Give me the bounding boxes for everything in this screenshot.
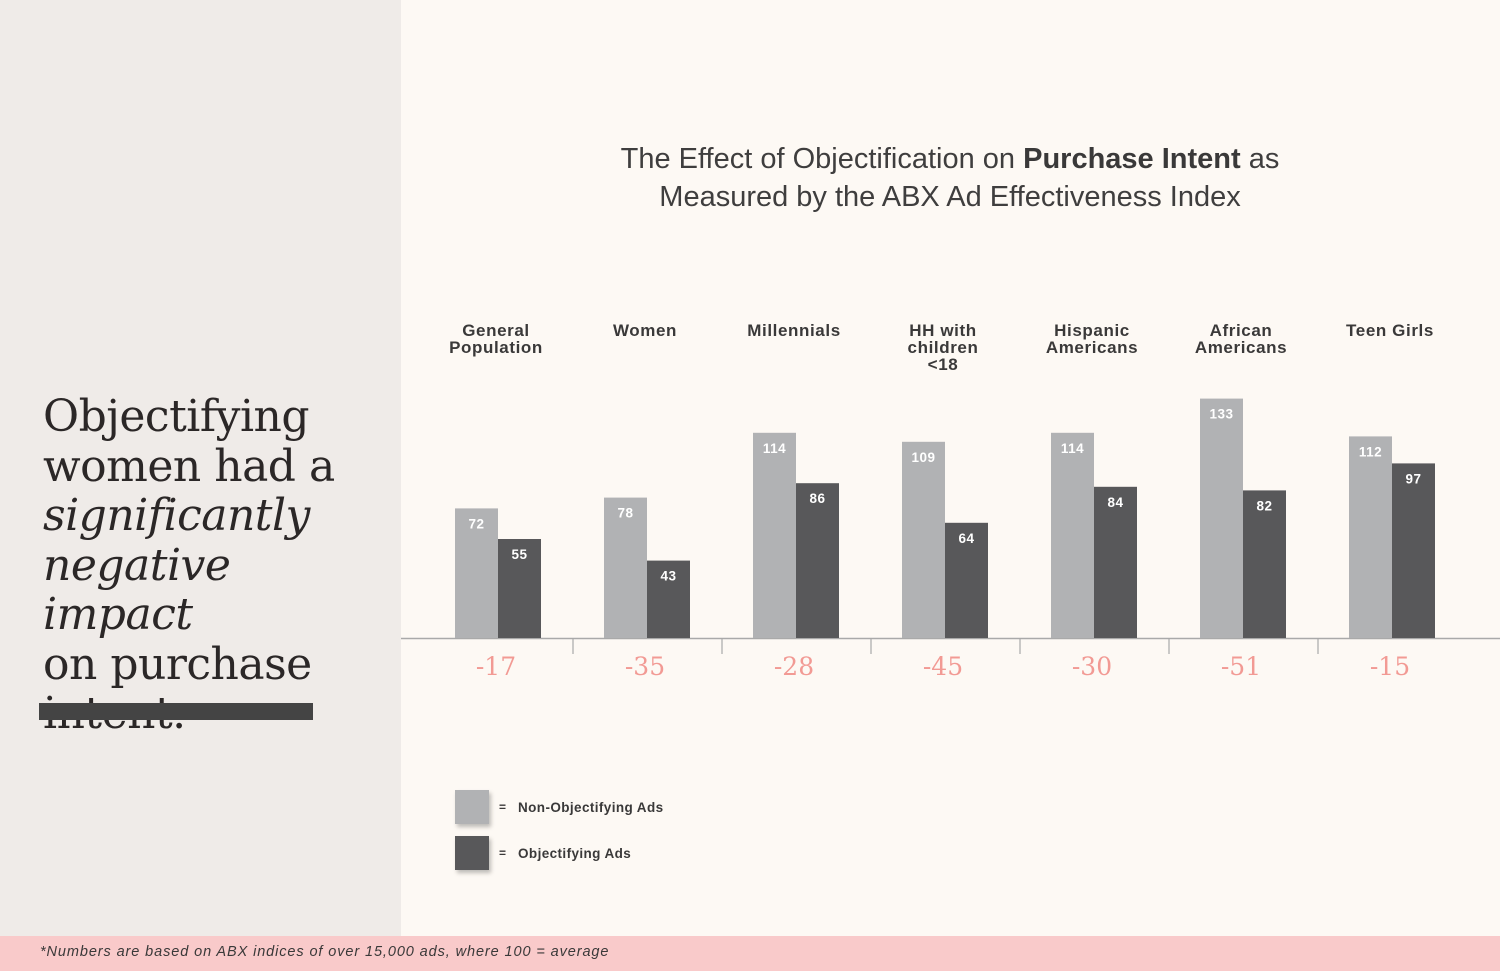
- legend-equals: =: [499, 800, 507, 814]
- bar-non-objectifying: [455, 508, 498, 638]
- value-label-objectifying: 97: [1405, 471, 1421, 486]
- bar-objectifying: [945, 522, 988, 638]
- value-label-objectifying: 55: [511, 547, 527, 562]
- bar-objectifying: [1243, 490, 1286, 638]
- title-suffix: as: [1240, 143, 1280, 175]
- category-label: African: [1210, 321, 1273, 340]
- difference-label: -28: [774, 652, 814, 681]
- value-label-objectifying: 43: [660, 569, 676, 584]
- value-label-non-objectifying: 72: [468, 516, 484, 531]
- bar-objectifying: [647, 560, 690, 638]
- bar-non-objectifying: [604, 497, 647, 638]
- value-label-non-objectifying: 109: [911, 450, 935, 465]
- category-label: Americans: [1195, 338, 1287, 357]
- title-bold: Purchase Intent: [1023, 143, 1241, 175]
- bar-objectifying: [796, 483, 839, 638]
- chart-title-line-2: Measured by the ABX Ad Effectiveness Ind…: [659, 181, 1241, 213]
- category-label: children: [908, 338, 979, 357]
- value-label-objectifying: 86: [809, 491, 825, 506]
- category-label: General: [462, 321, 530, 340]
- bar-objectifying: [498, 539, 541, 638]
- value-label-non-objectifying: 78: [617, 506, 633, 521]
- legend-equals: =: [499, 846, 507, 860]
- bar-non-objectifying: [753, 432, 796, 638]
- legend-label-objectifying: Objectifying Ads: [518, 845, 632, 861]
- title-prefix: The Effect of Objectification on: [620, 143, 1024, 175]
- difference-label: -35: [625, 652, 665, 681]
- value-label-non-objectifying: 133: [1209, 407, 1233, 422]
- difference-label: -30: [1072, 652, 1112, 681]
- headline: Objectifying women had a significantly n…: [43, 392, 393, 739]
- bar-non-objectifying: [902, 441, 945, 638]
- legend-item-objectifying: = Objectifying Ads: [455, 836, 631, 870]
- difference-label: -51: [1221, 652, 1261, 681]
- legend-item-non-objectifying: = Non-Objectifying Ads: [455, 790, 664, 824]
- value-label-non-objectifying: 114: [763, 441, 786, 456]
- headline-underline-bar: [39, 703, 313, 720]
- difference-label: -15: [1370, 652, 1410, 681]
- category-label: Population: [449, 338, 543, 357]
- category-label: Women: [613, 321, 677, 340]
- legend-swatch-objectifying: [455, 836, 489, 870]
- legend-label-non-objectifying: Non-Objectifying Ads: [518, 799, 664, 815]
- category-label: Hispanic: [1054, 321, 1130, 340]
- bar-objectifying: [1094, 486, 1137, 638]
- category-label: Teen Girls: [1346, 321, 1434, 340]
- headline-line: on purchase: [43, 638, 312, 690]
- headline-line: women had a: [43, 440, 335, 492]
- difference-label: -45: [923, 652, 963, 681]
- bar-objectifying: [1392, 463, 1435, 638]
- category-label: Millennials: [747, 321, 841, 340]
- chart-title-line-1: The Effect of Objectification on Purchas…: [560, 140, 1340, 178]
- bar-non-objectifying: [1349, 436, 1392, 638]
- value-label-non-objectifying: 114: [1061, 441, 1084, 456]
- category-label: <18: [928, 355, 959, 374]
- category-label: HH with: [909, 321, 976, 340]
- footnote: *Numbers are based on ABX indices of ove…: [40, 944, 610, 960]
- headline-line-emphasis: significantly: [43, 490, 310, 541]
- bar-non-objectifying: [1200, 398, 1243, 638]
- difference-label: -17: [476, 652, 516, 681]
- bar-non-objectifying: [1051, 432, 1094, 638]
- category-label: Americans: [1046, 338, 1138, 357]
- footer-bar: *Numbers are based on ABX indices of ove…: [0, 936, 1500, 971]
- chart-title: The Effect of Objectification on Purchas…: [560, 140, 1340, 216]
- headline-line-emphasis: negative impact: [43, 539, 231, 640]
- value-label-non-objectifying: 112: [1359, 444, 1382, 459]
- legend-swatch-non-objectifying: [455, 790, 489, 824]
- headline-line: Objectifying: [43, 391, 310, 442]
- value-label-objectifying: 84: [1107, 495, 1123, 510]
- value-label-objectifying: 82: [1256, 498, 1272, 513]
- value-label-objectifying: 64: [958, 531, 974, 546]
- left-panel: Objectifying women had a significantly n…: [0, 0, 401, 936]
